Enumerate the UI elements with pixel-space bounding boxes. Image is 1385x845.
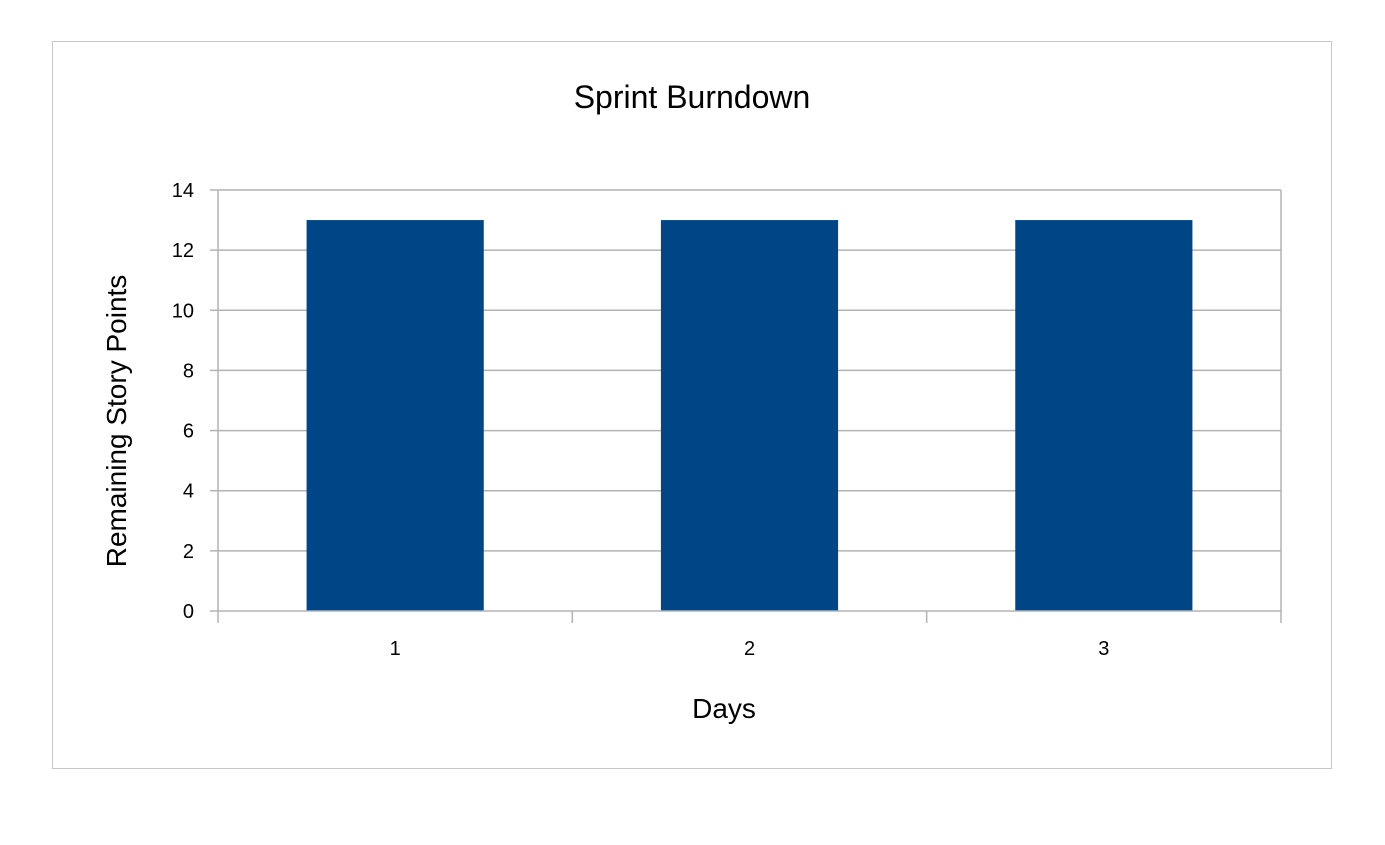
x-tick-labels: 1 2 3 <box>390 638 1110 660</box>
y-tick-label: 4 <box>183 481 194 503</box>
bar <box>660 220 839 612</box>
x-tick-label: 2 <box>744 638 755 660</box>
bar <box>306 220 484 612</box>
y-tick-label: 10 <box>172 300 194 322</box>
bars <box>306 220 1193 612</box>
y-tick-label: 8 <box>183 360 194 382</box>
y-tick-label: 0 <box>183 601 194 623</box>
axes <box>210 189 1282 623</box>
bar <box>1015 220 1193 612</box>
x-tick-label: 3 <box>1098 638 1109 660</box>
y-axis-label: Remaining Story Points <box>101 275 132 568</box>
y-tick-label: 6 <box>183 421 194 443</box>
x-tick-label: 1 <box>390 638 401 660</box>
y-tick-label: 2 <box>183 541 194 563</box>
x-axis-label: Days <box>692 693 756 724</box>
y-tick-labels: 0 2 4 6 8 10 12 14 <box>172 180 194 623</box>
y-tick-label: 14 <box>172 180 194 202</box>
chart-title: Sprint Burndown <box>574 79 811 115</box>
y-tick-label: 12 <box>172 240 194 262</box>
